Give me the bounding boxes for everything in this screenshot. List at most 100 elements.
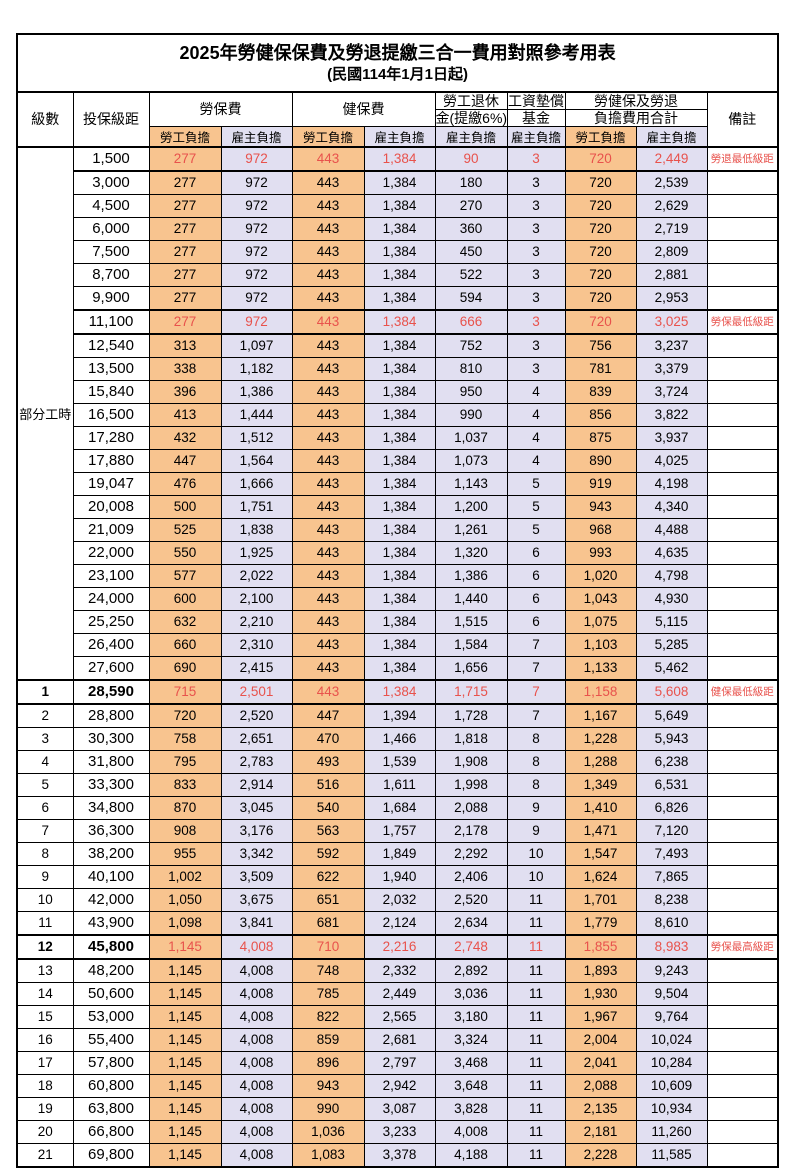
remark-cell — [706, 356, 779, 381]
labor-employee-cell: 1,145 — [148, 933, 222, 960]
wage-fund-employer-cell: 5 — [506, 517, 566, 542]
total-employee-cell: 2,088 — [564, 1073, 637, 1098]
pension-employer-cell: 2,292 — [434, 841, 508, 866]
remark-cell — [706, 910, 779, 936]
labor-employer-cell: 4,008 — [220, 958, 293, 983]
total-employee-cell: 1,103 — [564, 632, 637, 657]
health-employee-cell: 443 — [291, 448, 365, 473]
labor-employee-cell: 277 — [148, 239, 222, 264]
total-employer-cell: 2,809 — [635, 239, 708, 264]
remark-cell — [706, 818, 779, 843]
labor-employer-cell: 2,501 — [220, 678, 293, 705]
remark-cell — [706, 772, 779, 797]
labor-employee-cell: 432 — [148, 425, 222, 450]
labor-employee-cell: 1,145 — [148, 1004, 222, 1029]
wage-fund-employer-cell: 11 — [506, 958, 566, 983]
table-row: 26,400 660 2,310 443 1,384 1,584 7 1,103 5,285 — [17, 632, 779, 657]
total-employer-cell: 6,238 — [635, 749, 708, 774]
pension-employer-cell: 1,515 — [434, 609, 508, 634]
level-cell: 6 — [16, 795, 74, 820]
labor-employee-cell: 550 — [148, 540, 222, 565]
labor-employer-cell: 4,008 — [220, 1142, 293, 1168]
labor-employee-cell: 660 — [148, 632, 222, 657]
table-row: 15 53,000 1,145 4,008 822 2,565 3,180 11 1,967 9,… — [16, 1004, 779, 1029]
bracket-cell: 6,000 — [72, 216, 150, 241]
subheader-total-employer: 雇主負擔 — [635, 125, 708, 148]
level-cell: 16 — [16, 1027, 74, 1052]
health-employer-cell: 2,124 — [363, 910, 436, 936]
health-employer-cell: 1,384 — [363, 285, 436, 311]
total-employer-cell: 3,937 — [635, 425, 708, 450]
header-group-row-2: 金(提繳6%) 基金 負擔費用合計 — [17, 108, 778, 127]
table-row: 18 60,800 1,145 4,008 943 2,942 3,648 11 2,088 10… — [16, 1073, 779, 1098]
health-employee-cell: 470 — [291, 726, 365, 751]
health-employer-cell: 1,611 — [363, 772, 436, 797]
total-employee-cell: 1,547 — [564, 841, 637, 866]
bracket-cell: 57,800 — [72, 1050, 150, 1075]
table-body: 部分工時 1,500 277 972 443 1,384 90 3 720 2,449 勞退最低級距… — [16, 145, 779, 1168]
labor-employer-cell: 3,841 — [220, 910, 293, 936]
fee-table: 2025年勞健保保費及勞退提繳三合一費用對照參考用表 (民國114年1月1日起)… — [16, 33, 780, 1168]
labor-employee-cell: 277 — [148, 308, 222, 335]
col-header-remark: 備註 — [706, 91, 779, 148]
labor-employee-cell: 758 — [148, 726, 222, 751]
pension-employer-cell: 1,440 — [434, 586, 508, 611]
wage-fund-employer-cell: 3 — [506, 285, 566, 311]
wage-fund-employer-cell: 3 — [506, 262, 566, 287]
pension-employer-cell: 1,037 — [434, 425, 508, 450]
bracket-cell: 50,600 — [72, 981, 150, 1006]
labor-employee-cell: 955 — [148, 841, 222, 866]
health-employer-cell: 1,539 — [363, 749, 436, 774]
labor-employer-cell: 4,008 — [220, 1119, 293, 1144]
labor-employer-cell: 972 — [220, 285, 293, 311]
bracket-cell: 26,400 — [72, 632, 150, 657]
health-employee-cell: 443 — [291, 239, 365, 264]
level-cell: 21 — [16, 1142, 74, 1168]
total-employee-cell: 1,288 — [564, 749, 637, 774]
remark-cell — [706, 1142, 779, 1168]
total-employee-cell: 1,471 — [564, 818, 637, 843]
labor-employer-cell: 972 — [220, 216, 293, 241]
wage-fund-employer-cell: 11 — [506, 981, 566, 1006]
health-employer-cell: 1,384 — [363, 402, 436, 427]
total-employee-cell: 1,410 — [564, 795, 637, 820]
table-row: 6 34,800 870 3,045 540 1,684 2,088 9 1,410 6,826 — [16, 795, 779, 820]
col-header-level: 級數 — [16, 91, 74, 148]
health-employer-cell: 2,797 — [363, 1050, 436, 1075]
level-cell: 5 — [16, 772, 74, 797]
labor-employer-cell: 2,415 — [220, 655, 293, 681]
health-employer-cell: 1,757 — [363, 818, 436, 843]
total-employer-cell: 2,881 — [635, 262, 708, 287]
health-employee-cell: 443 — [291, 540, 365, 565]
total-employer-cell: 3,724 — [635, 379, 708, 404]
health-employer-cell: 2,032 — [363, 887, 436, 912]
bracket-cell: 12,540 — [72, 333, 150, 358]
bracket-cell: 24,000 — [72, 586, 150, 611]
labor-employee-cell: 600 — [148, 586, 222, 611]
bracket-cell: 28,590 — [72, 678, 150, 705]
pension-employer-cell: 2,406 — [434, 864, 508, 889]
table-row: 7,500 277 972 443 1,384 450 3 720 2,809 — [17, 239, 779, 264]
bracket-cell: 55,400 — [72, 1027, 150, 1052]
total-employer-cell: 4,340 — [635, 494, 708, 519]
total-employee-cell: 856 — [564, 402, 637, 427]
labor-employee-cell: 833 — [148, 772, 222, 797]
total-employer-cell: 8,238 — [635, 887, 708, 912]
total-employee-cell: 1,075 — [564, 609, 637, 634]
table-row: 2 28,800 720 2,520 447 1,394 1,728 7 1,167 5,649 — [16, 703, 779, 728]
health-employee-cell: 443 — [291, 471, 365, 496]
labor-employer-cell: 1,512 — [220, 425, 293, 450]
total-employer-cell: 3,822 — [635, 402, 708, 427]
wage-fund-employer-cell: 6 — [506, 540, 566, 565]
total-employer-cell: 5,649 — [635, 703, 708, 728]
labor-employer-cell: 4,008 — [220, 1050, 293, 1075]
labor-employee-cell: 277 — [148, 285, 222, 311]
table-row: 11 43,900 1,098 3,841 681 2,124 2,634 11 1,779 8,… — [16, 910, 779, 936]
subheader-pension-employer: 雇主負擔 — [434, 125, 508, 148]
table-row: 7 36,300 908 3,176 563 1,757 2,178 9 1,471 7,120 — [16, 818, 779, 843]
bracket-cell: 11,100 — [72, 308, 150, 335]
labor-employee-cell: 277 — [148, 170, 222, 195]
health-employee-cell: 443 — [291, 145, 365, 172]
total-employer-cell: 10,284 — [635, 1050, 708, 1075]
labor-employee-cell: 690 — [148, 655, 222, 681]
